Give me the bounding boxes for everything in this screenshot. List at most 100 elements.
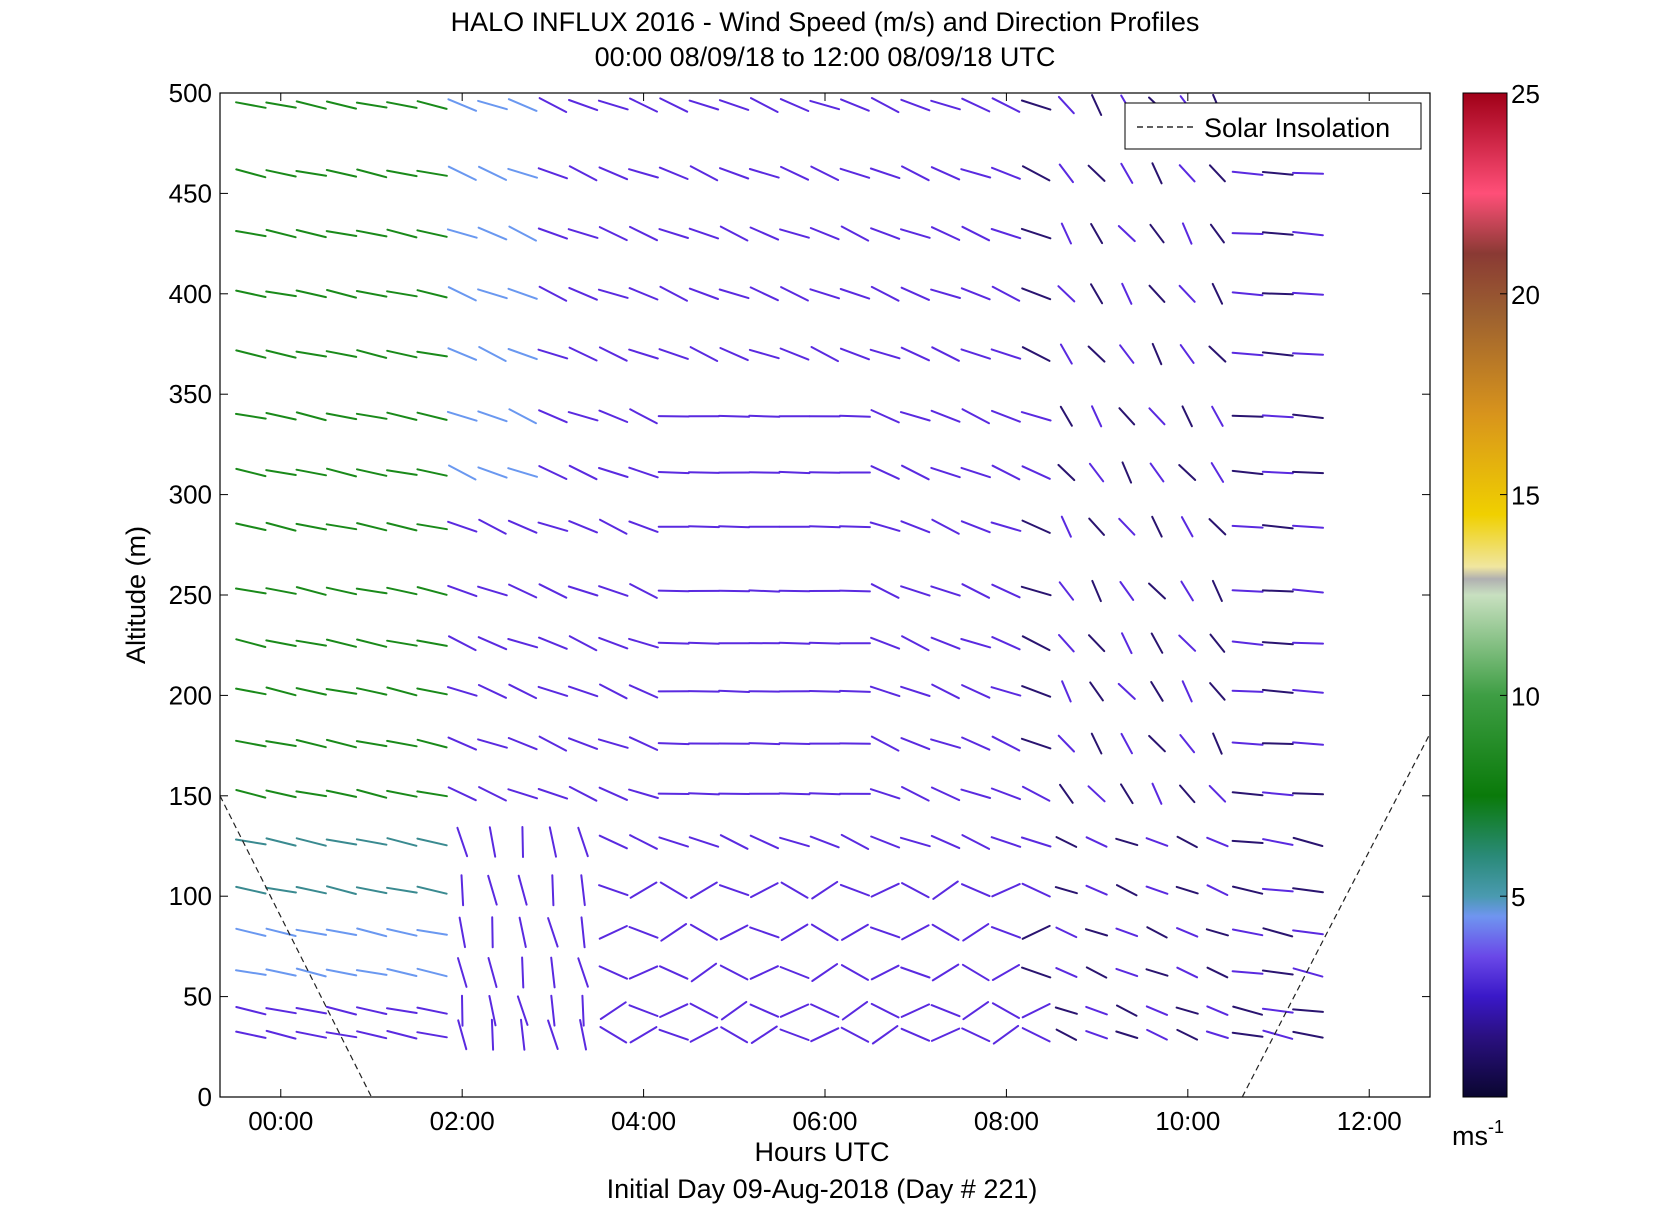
wind-vector <box>325 789 358 798</box>
wind-vector <box>1118 517 1136 536</box>
wind-vector <box>295 586 327 596</box>
wind-vector <box>508 225 537 242</box>
wind-vector <box>1208 784 1227 803</box>
wind-vector <box>1061 680 1072 703</box>
wind-vector <box>447 165 477 181</box>
wind-vector <box>295 967 327 978</box>
wind-vector <box>386 837 418 847</box>
wind-vector <box>356 788 388 799</box>
wind-vector <box>961 97 991 113</box>
wind-vector <box>900 98 931 112</box>
wind-vector <box>537 788 569 800</box>
wind-vector <box>386 639 418 647</box>
wind-vector <box>809 288 840 300</box>
wind-vector <box>1175 885 1199 895</box>
wind-vector <box>1021 346 1051 362</box>
wind-vector <box>1261 969 1294 976</box>
wind-vector <box>447 347 478 361</box>
wind-vector <box>840 225 870 242</box>
y-tick-label: 450 <box>169 178 212 208</box>
wind-vector <box>930 466 961 479</box>
wind-vector <box>1121 282 1133 305</box>
wind-vector <box>841 1000 869 1021</box>
wind-vector <box>1292 641 1324 645</box>
wind-vector <box>870 285 900 302</box>
wind-vector <box>1118 407 1136 426</box>
wind-vector <box>991 97 1021 113</box>
wind-vector <box>1148 407 1166 426</box>
wind-vector <box>930 99 961 111</box>
wind-vector <box>477 99 508 111</box>
wind-vector <box>960 348 991 360</box>
wind-vector <box>628 684 659 699</box>
wind-vector <box>567 685 599 698</box>
wind-vector <box>657 589 690 593</box>
wind-vector <box>1119 344 1135 364</box>
y-tick-label: 0 <box>198 1082 212 1112</box>
wind-vector <box>235 587 267 595</box>
y-tick-label: 400 <box>169 279 212 309</box>
wind-vector <box>1262 927 1294 938</box>
wind-vector <box>1021 1003 1051 1019</box>
wind-vector <box>870 409 900 424</box>
wind-vector <box>1292 171 1324 175</box>
plot-area <box>219 92 1431 1098</box>
wind-vector <box>326 289 357 299</box>
wind-vector <box>355 838 388 846</box>
solar-insolation-segment <box>1241 733 1430 1097</box>
wind-vector <box>416 885 448 895</box>
wind-vector <box>809 99 841 111</box>
wind-vector <box>1145 1005 1169 1016</box>
wind-vector <box>1231 928 1264 937</box>
wind-vector <box>488 995 497 1027</box>
wind-vector <box>461 994 464 1027</box>
wind-vector <box>508 583 538 599</box>
wind-vector <box>386 886 418 894</box>
wind-vector <box>1146 1028 1168 1041</box>
wind-vector <box>1178 634 1197 652</box>
chart-title: HALO INFLUX 2016 - Wind Speed (m/s) and … <box>451 7 1200 37</box>
wind-vector <box>448 464 477 481</box>
wind-vector <box>1181 680 1193 703</box>
wind-vector <box>446 686 478 697</box>
wind-vector <box>386 1007 418 1014</box>
wind-vector <box>386 928 418 937</box>
wind-vector <box>688 99 720 111</box>
wind-vector <box>870 227 901 240</box>
wind-vector <box>567 411 599 422</box>
wind-vector <box>477 636 508 651</box>
wind-vector <box>386 290 418 298</box>
wind-vector <box>1088 517 1105 536</box>
y-axis: 0 50 100 150 200 250 300 350 400 450 500 <box>169 78 1430 1112</box>
wind-vector <box>416 837 448 847</box>
wind-vector <box>325 412 358 421</box>
wind-vector <box>416 967 448 978</box>
wind-vector <box>1021 966 1052 979</box>
wind-vector <box>1149 462 1165 483</box>
wind-vector <box>1261 589 1294 593</box>
wind-vector <box>961 834 991 850</box>
wind-vector <box>659 1003 689 1018</box>
wind-vector <box>1262 1029 1294 1040</box>
wind-vector <box>962 1001 990 1021</box>
wind-vector <box>1055 836 1078 848</box>
wind-vector <box>295 928 327 936</box>
wind-vector <box>568 464 598 481</box>
wind-vector <box>235 638 267 648</box>
wind-vector <box>1206 836 1229 848</box>
wind-vector <box>778 792 811 796</box>
wind-vector <box>810 1027 840 1043</box>
wind-vector <box>1117 225 1136 243</box>
wind-vector <box>961 408 990 425</box>
wind-vector <box>1115 967 1139 978</box>
wind-vector <box>720 1000 748 1021</box>
wind-vector <box>599 1001 627 1020</box>
wind-vector <box>991 1002 1020 1019</box>
wind-vector <box>265 469 297 476</box>
wind-vector <box>325 738 357 749</box>
wind-vector <box>478 165 507 181</box>
wind-vector <box>1232 1005 1263 1016</box>
wind-vector <box>1205 928 1229 937</box>
y-tick-label: 50 <box>183 982 212 1012</box>
wind-vector <box>598 409 629 423</box>
